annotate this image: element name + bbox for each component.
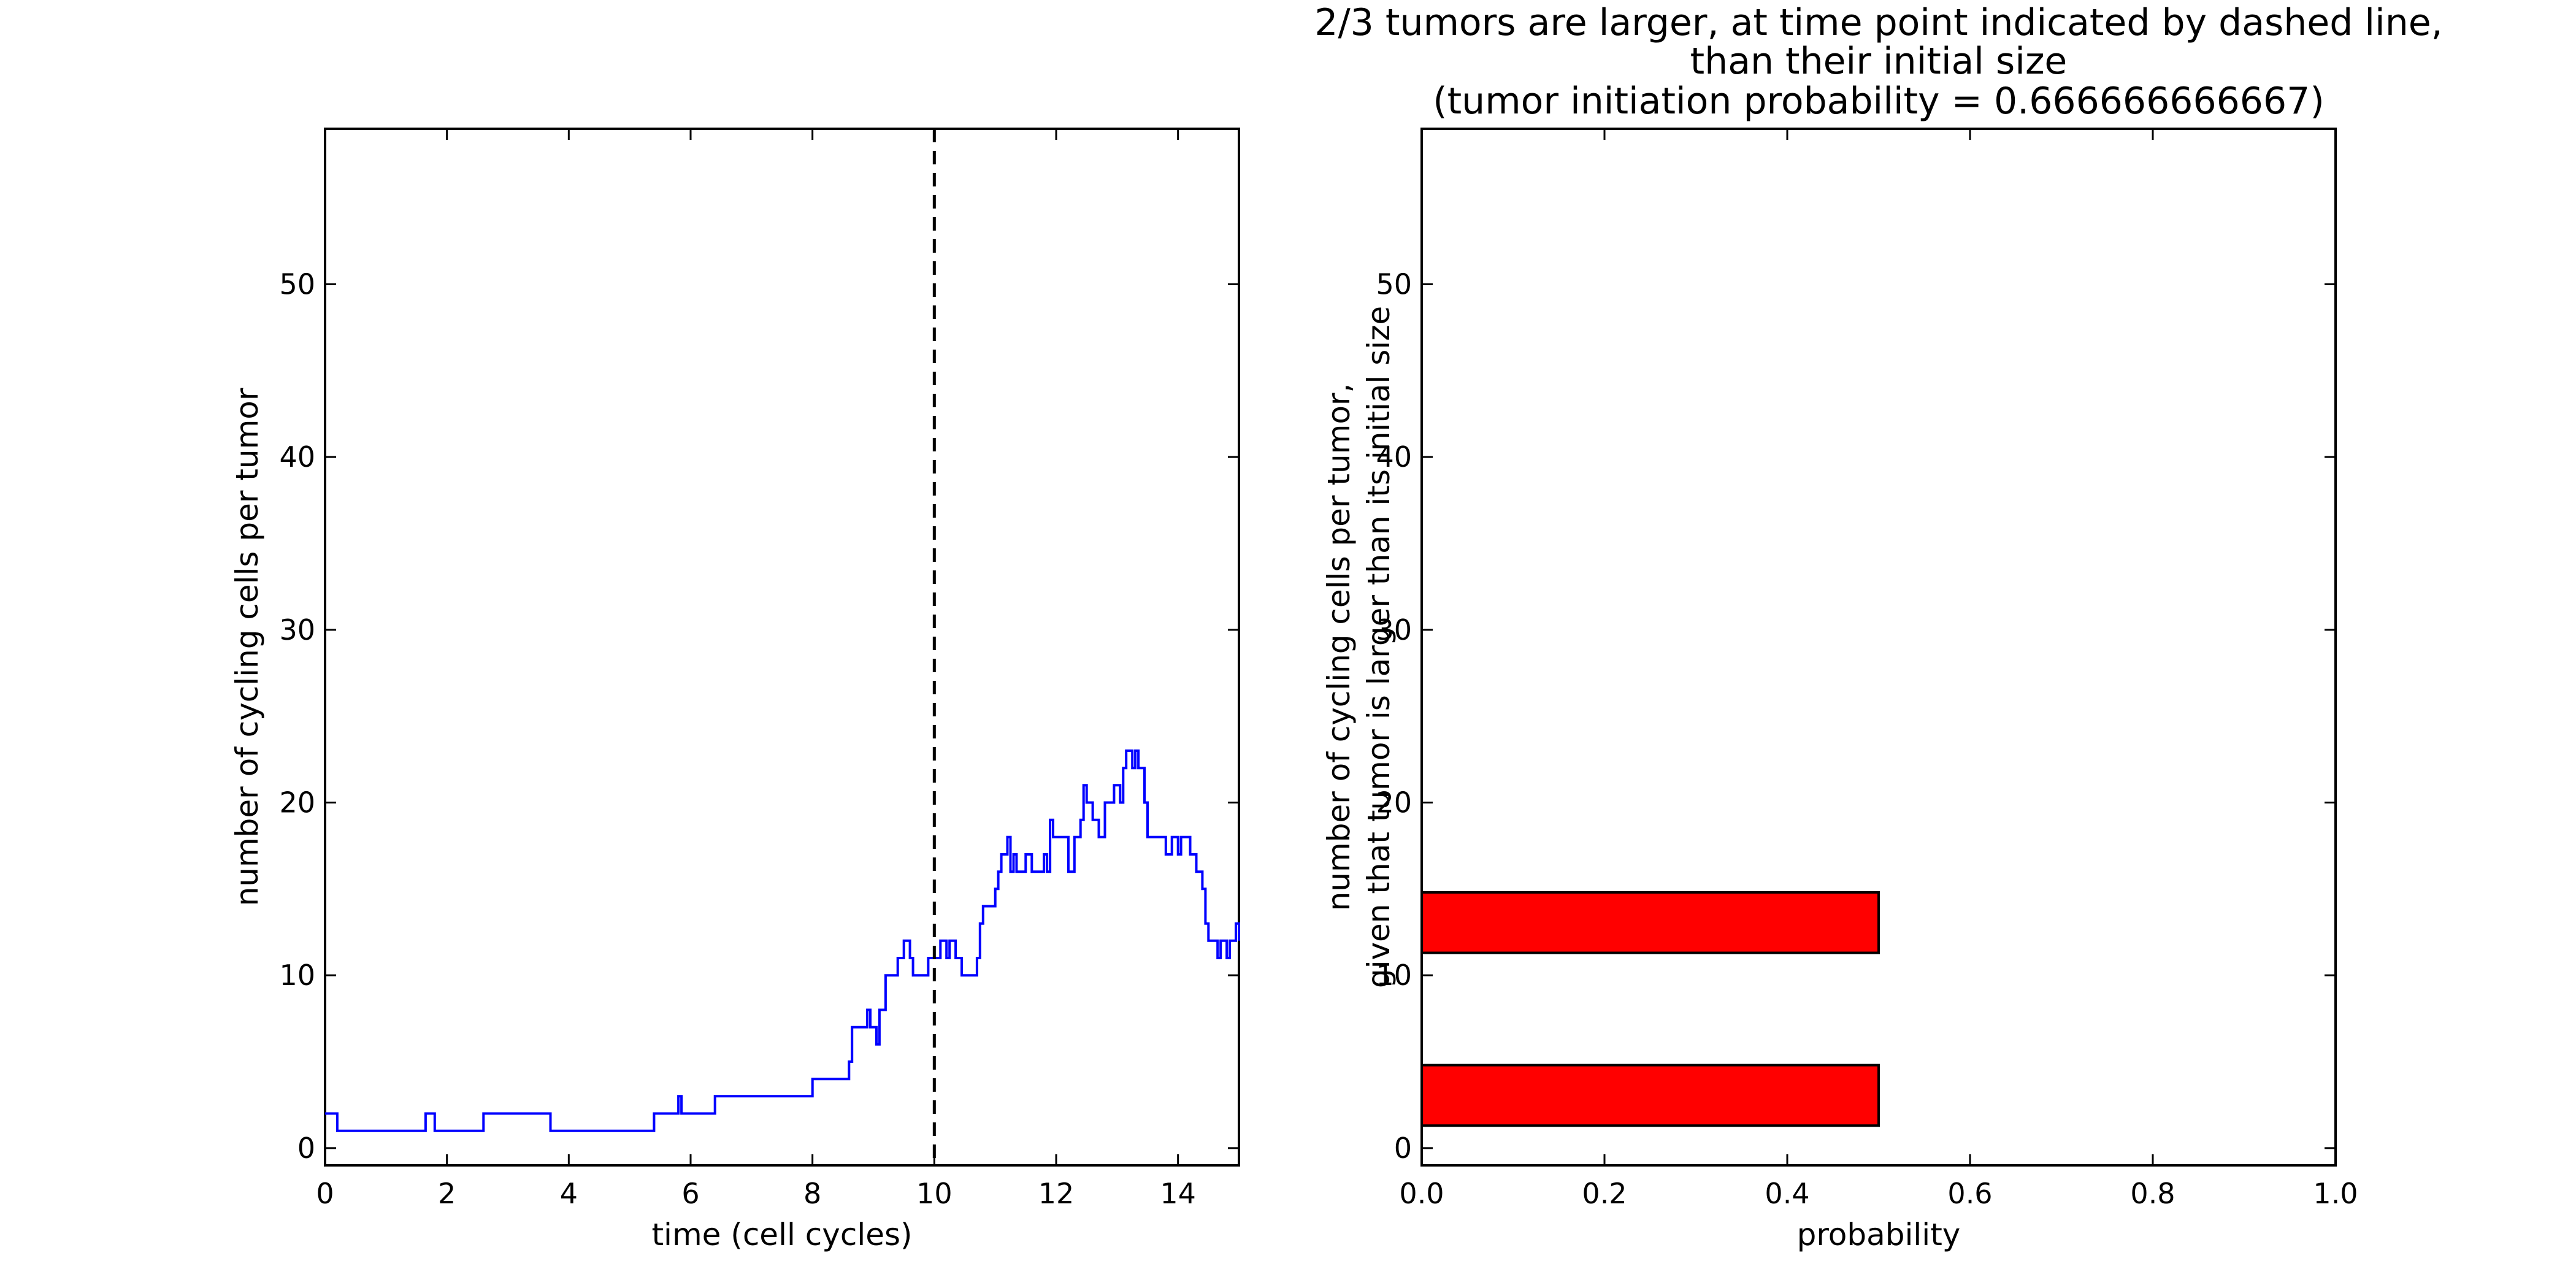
right-x-tick-label: 0.2 (1582, 1177, 1627, 1210)
right-y-ticks: 0 10 20 30 40 50 (1376, 268, 2336, 1165)
right-y-tick-label: 40 (1376, 440, 1412, 473)
left-x-axis-label: time (cell cycles) (651, 1217, 912, 1252)
right-x-ticks: 0.0 0.2 0.4 0.6 0.8 1.0 (1399, 129, 2358, 1210)
left-x-ticks: 0 2 4 6 8 10 12 14 (316, 129, 1196, 1210)
right-plot: 0 10 20 30 40 50 0.0 0.2 0.4 0.6 0.8 1.0 probabili… (1314, 1, 2442, 1252)
probability-bar (1420, 891, 1880, 954)
right-x-tick-label: 0.6 (1947, 1177, 1992, 1210)
left-x-tick-label: 0 (316, 1177, 334, 1210)
left-series-line (325, 749, 1240, 1132)
right-plot-frame (1420, 128, 2337, 1167)
right-x-tick-label: 0.8 (2130, 1177, 2175, 1210)
left-y-tick-label: 20 (279, 786, 315, 819)
left-x-tick-label: 12 (1038, 1177, 1075, 1210)
left-y-tick-label: 50 (279, 268, 315, 301)
left-y-tick-label: 10 (279, 959, 315, 992)
left-plot: 0 10 20 30 40 50 0 2 4 6 8 10 12 14 time (cell cycle… (229, 128, 1240, 1252)
right-x-tick-label: 0.0 (1399, 1177, 1444, 1210)
right-x-axis-label: probability (1797, 1217, 1961, 1252)
right-y-tick-label: 30 (1376, 613, 1412, 646)
left-x-tick-label: 4 (560, 1177, 578, 1210)
right-y-tick-label: 50 (1376, 268, 1412, 301)
right-y-tick-label: 0 (1394, 1132, 1412, 1165)
right-title-line-1: 2/3 tumors are larger, at time point ind… (1314, 1, 2442, 44)
left-series-group (325, 129, 1240, 1165)
right-x-tick-label: 1.0 (2313, 1177, 2358, 1210)
left-x-tick-label: 8 (803, 1177, 821, 1210)
right-x-tick-label: 0.4 (1765, 1177, 1809, 1210)
left-y-axis-label: number of cycling cells per tumor (229, 388, 265, 906)
right-bars-group (1420, 891, 1880, 1127)
right-y-tick-label: 20 (1376, 786, 1412, 819)
left-y-tick-label: 0 (297, 1132, 315, 1165)
left-x-tick-label: 10 (916, 1177, 953, 1210)
right-title-line-2: than their initial size (1690, 40, 2068, 83)
left-x-tick-label: 2 (438, 1177, 456, 1210)
probability-bar (1420, 1064, 1880, 1127)
right-title-line-3: (tumor initiation probability = 0.666666… (1433, 80, 2324, 123)
left-x-tick-label: 6 (681, 1177, 699, 1210)
left-x-tick-label: 14 (1160, 1177, 1196, 1210)
right-y-axis-label-line-1: number of cycling cells per tumor, (1321, 383, 1357, 911)
right-y-axis-label-line-2: given that tumor is larger than its init… (1361, 306, 1397, 988)
right-y-tick-label: 10 (1376, 959, 1412, 992)
left-plot-frame (324, 128, 1240, 1167)
left-y-ticks: 0 10 20 30 40 50 (279, 268, 1239, 1165)
left-y-tick-label: 30 (279, 613, 315, 646)
left-y-tick-label: 40 (279, 440, 315, 473)
